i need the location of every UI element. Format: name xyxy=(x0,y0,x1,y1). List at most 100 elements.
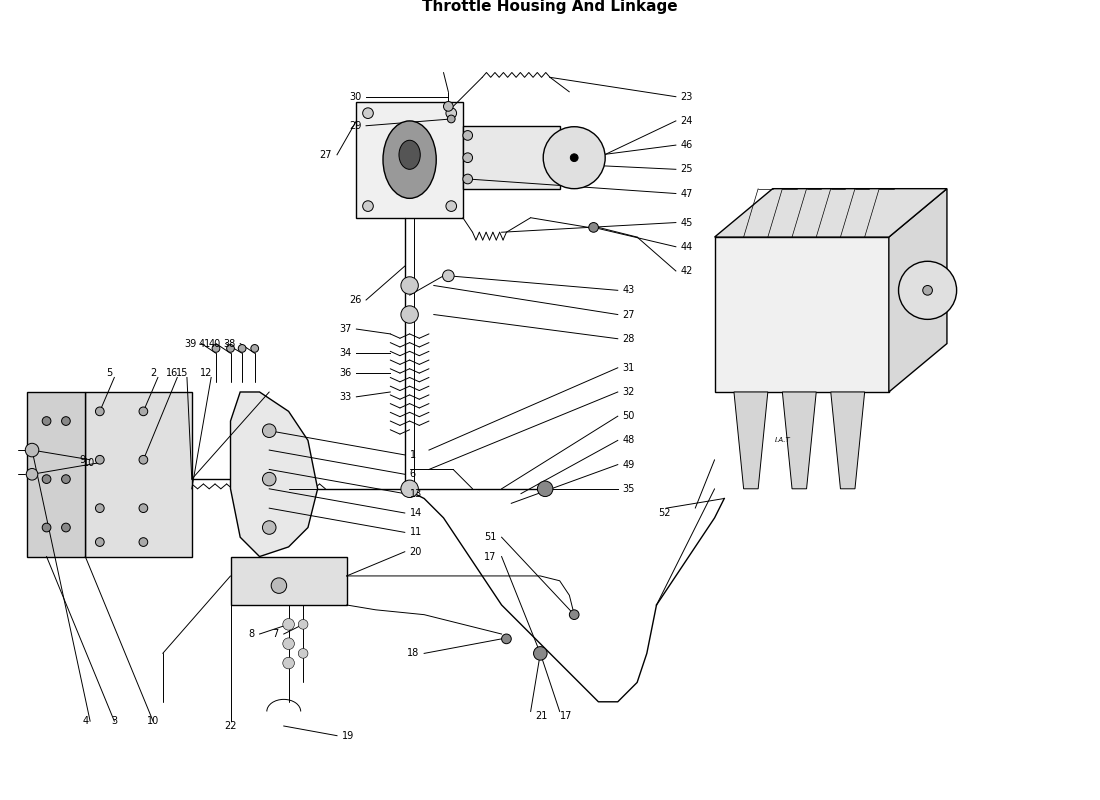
Circle shape xyxy=(139,455,147,464)
Text: 24: 24 xyxy=(681,116,693,126)
Circle shape xyxy=(26,469,37,480)
Circle shape xyxy=(25,443,39,457)
Circle shape xyxy=(62,417,70,426)
Circle shape xyxy=(42,417,51,426)
Text: 7: 7 xyxy=(273,629,279,639)
Circle shape xyxy=(239,345,246,352)
Circle shape xyxy=(448,115,455,123)
Circle shape xyxy=(463,174,473,184)
Text: 19: 19 xyxy=(342,730,354,741)
Text: 26: 26 xyxy=(349,295,361,305)
Polygon shape xyxy=(830,392,865,489)
Ellipse shape xyxy=(399,140,420,170)
Circle shape xyxy=(283,658,295,669)
Text: 3: 3 xyxy=(111,716,118,726)
Polygon shape xyxy=(86,392,191,557)
Circle shape xyxy=(263,424,276,438)
Text: 50: 50 xyxy=(623,411,635,421)
Text: 2: 2 xyxy=(150,368,156,378)
Circle shape xyxy=(42,474,51,483)
Text: 46: 46 xyxy=(681,140,693,150)
Text: 22: 22 xyxy=(224,721,236,731)
Text: 40: 40 xyxy=(209,338,221,349)
Circle shape xyxy=(283,638,295,650)
Text: 29: 29 xyxy=(349,121,361,130)
Text: 44: 44 xyxy=(681,242,693,252)
Circle shape xyxy=(272,578,287,594)
Text: 10: 10 xyxy=(147,716,160,726)
Circle shape xyxy=(62,523,70,532)
Text: 5: 5 xyxy=(107,368,112,378)
Text: 47: 47 xyxy=(681,189,693,198)
Circle shape xyxy=(298,649,308,658)
Text: 21: 21 xyxy=(536,711,548,722)
Circle shape xyxy=(446,108,456,118)
Circle shape xyxy=(227,345,234,352)
Circle shape xyxy=(212,345,220,352)
Text: 33: 33 xyxy=(339,392,352,402)
Circle shape xyxy=(502,634,512,644)
Circle shape xyxy=(400,277,418,294)
Text: 10: 10 xyxy=(82,458,95,468)
Polygon shape xyxy=(715,189,947,237)
Circle shape xyxy=(251,345,258,352)
Circle shape xyxy=(400,306,418,323)
Text: 36: 36 xyxy=(339,368,352,378)
Circle shape xyxy=(442,270,454,282)
Text: 17: 17 xyxy=(560,711,572,722)
Text: 27: 27 xyxy=(623,310,635,319)
Text: 6: 6 xyxy=(409,470,416,479)
Circle shape xyxy=(139,407,147,416)
Text: 18: 18 xyxy=(407,648,419,658)
Text: 16: 16 xyxy=(166,368,178,378)
Circle shape xyxy=(570,610,579,619)
Text: 13: 13 xyxy=(409,489,422,498)
Polygon shape xyxy=(782,392,816,489)
Circle shape xyxy=(96,504,104,513)
Circle shape xyxy=(443,102,453,111)
Text: 20: 20 xyxy=(409,546,422,557)
Circle shape xyxy=(283,618,295,630)
Text: 11: 11 xyxy=(409,527,422,538)
Text: 9: 9 xyxy=(79,454,86,465)
Polygon shape xyxy=(231,392,318,557)
Polygon shape xyxy=(715,237,889,392)
Circle shape xyxy=(538,481,553,497)
Text: 48: 48 xyxy=(623,435,635,446)
Polygon shape xyxy=(463,126,560,189)
Circle shape xyxy=(570,154,579,162)
Circle shape xyxy=(923,286,933,295)
Text: 42: 42 xyxy=(681,266,693,276)
Circle shape xyxy=(139,538,147,546)
Circle shape xyxy=(263,521,276,534)
Circle shape xyxy=(446,201,456,211)
Text: 4: 4 xyxy=(82,716,88,726)
Circle shape xyxy=(96,538,104,546)
Text: 1: 1 xyxy=(409,450,416,460)
Text: 52: 52 xyxy=(659,508,671,518)
Text: 14: 14 xyxy=(409,508,422,518)
Circle shape xyxy=(463,130,473,140)
Circle shape xyxy=(42,523,51,532)
Circle shape xyxy=(543,126,605,189)
Text: 34: 34 xyxy=(339,348,352,358)
Text: 43: 43 xyxy=(623,286,635,295)
Circle shape xyxy=(534,646,547,660)
Text: 23: 23 xyxy=(681,92,693,102)
Text: 8: 8 xyxy=(249,629,255,639)
Polygon shape xyxy=(28,392,86,557)
Ellipse shape xyxy=(383,121,437,198)
Circle shape xyxy=(96,407,104,416)
Circle shape xyxy=(139,504,147,513)
Text: 32: 32 xyxy=(623,387,635,397)
Circle shape xyxy=(463,153,473,162)
Circle shape xyxy=(96,455,104,464)
Text: 37: 37 xyxy=(339,324,352,334)
Text: 41: 41 xyxy=(199,338,211,349)
Text: 51: 51 xyxy=(484,532,497,542)
Text: 31: 31 xyxy=(623,362,635,373)
Circle shape xyxy=(588,222,598,232)
Circle shape xyxy=(298,619,308,629)
Polygon shape xyxy=(356,102,463,218)
Text: 15: 15 xyxy=(176,368,188,378)
